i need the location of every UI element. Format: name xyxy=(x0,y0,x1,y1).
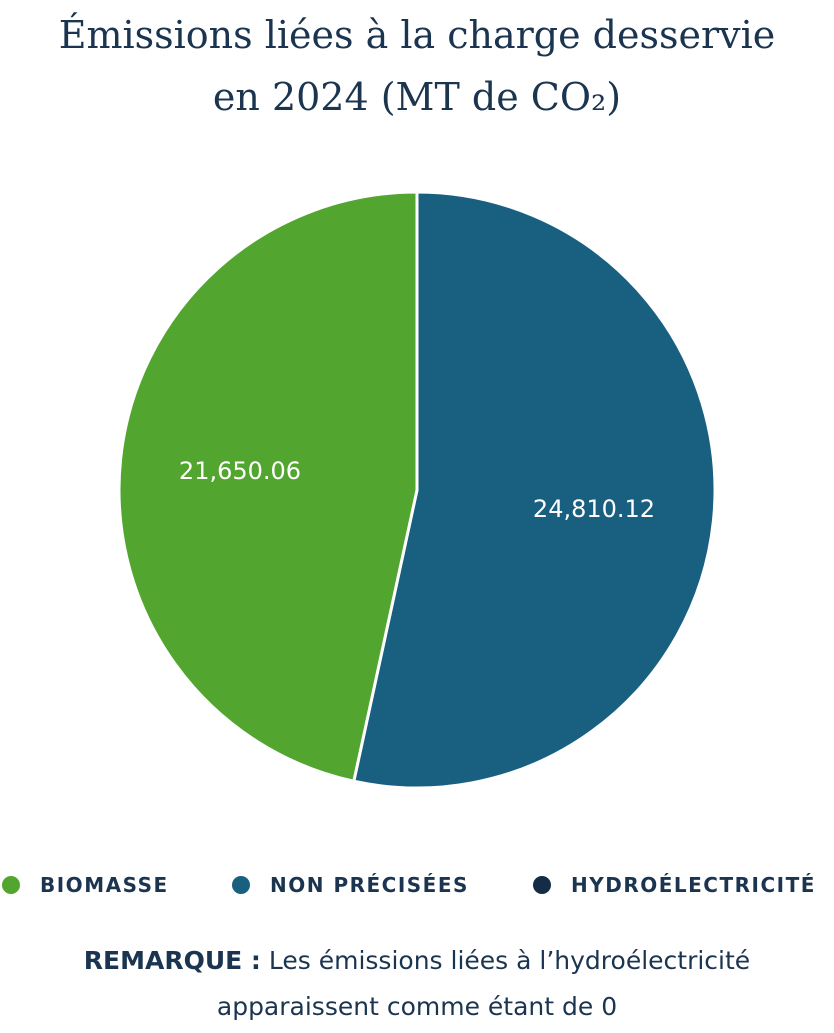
legend-label-biomasse: BIOMASSE xyxy=(40,873,169,897)
legend-label-non-precisees: NON PRÉCISÉES xyxy=(270,873,469,897)
legend-dot-biomasse xyxy=(2,876,20,894)
note-line-2: apparaissent comme étant de 0 xyxy=(216,992,618,1021)
chart-title-line-1: Émissions liées à la charge desservie xyxy=(58,13,776,57)
note-text-1: Les émissions liées à l’hydroélectricité xyxy=(260,946,751,975)
chart-legend: BIOMASSE NON PRÉCISÉES HYDROÉLECTRICITÉ xyxy=(0,868,834,902)
chart-note: REMARQUE : Les émissions liées à l’hydro… xyxy=(0,938,834,1030)
chart-title: Émissions liées à la charge desservie en… xyxy=(0,4,834,128)
pie-slice-non-precisees[interactable] xyxy=(352,190,717,790)
legend-item-non-precisees[interactable]: NON PRÉCISÉES xyxy=(232,868,469,902)
pie-label-biomasse: 21,650.06 xyxy=(179,457,301,485)
chart-title-line-2: en 2024 (MT de CO₂) xyxy=(212,75,622,119)
legend-dot-hydroelectricite xyxy=(533,876,551,894)
pie-data-labels: 24,810.12 21,650.06 xyxy=(179,457,655,523)
legend-label-hydroelectricite: HYDROÉLECTRICITÉ xyxy=(571,873,816,897)
pie-label-non-precisees: 24,810.12 xyxy=(533,495,655,523)
legend-item-hydroelectricite[interactable]: HYDROÉLECTRICITÉ xyxy=(533,868,816,902)
legend-item-biomasse[interactable]: BIOMASSE xyxy=(2,868,169,902)
note-line-1: REMARQUE : Les émissions liées à l’hydro… xyxy=(0,938,834,984)
note-label: REMARQUE : xyxy=(83,946,261,975)
pie-slice-biomasse[interactable] xyxy=(117,190,419,783)
legend-dot-non-precisees xyxy=(232,876,250,894)
pie-slices xyxy=(117,190,717,790)
